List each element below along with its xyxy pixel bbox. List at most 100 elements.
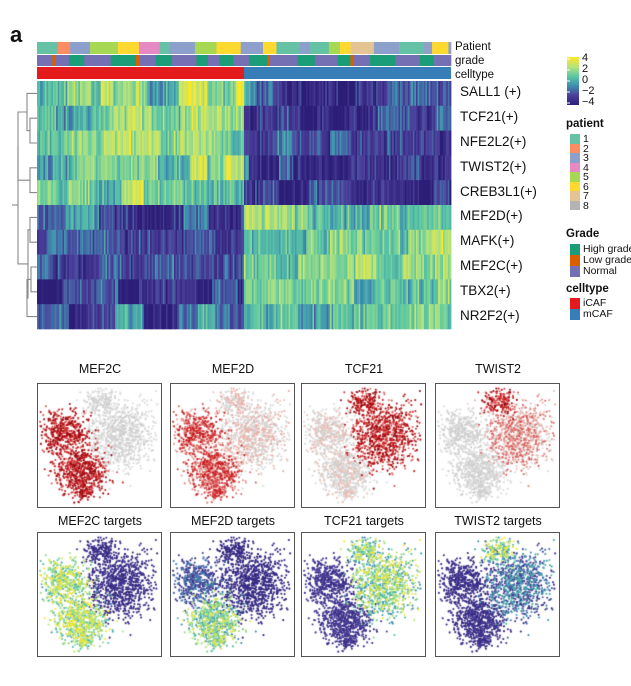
heatmap-cell [102,81,105,107]
heatmap-cell [271,180,274,206]
heatmap-cell [342,155,345,181]
heatmap-cell [353,180,356,206]
heatmap-cell [126,304,129,330]
heatmap-cell [240,105,243,131]
heatmap-cell [173,304,176,330]
tsne-scatter-points [436,384,558,506]
heatmap-cell [164,205,167,231]
heatmap-cell [207,279,210,305]
tsne-scatter-points [302,533,424,655]
heatmap-cell [304,279,307,305]
heatmap-cell [122,279,125,305]
heatmap-cell [390,130,393,156]
heatmap-cell [247,105,250,131]
heatmap-cell [64,130,67,156]
heatmap-cell [360,180,363,206]
heatmap-cell [302,180,305,206]
heatmap-cell [372,130,375,156]
heatmap-cell [56,304,59,330]
heatmap-cell [310,304,313,330]
legend-title-grade: Grade [566,228,600,240]
heatmap-cell [245,81,248,107]
heatmap-cell [181,105,184,131]
heatmap-cell [286,81,289,107]
tsne-scatter-points [171,533,293,655]
heatmap-cell [322,105,325,131]
heatmap-cell [398,81,401,107]
row-label: NR2F2(+) [460,307,520,323]
heatmap-cell [279,254,282,280]
heatmap-cell [177,155,180,181]
heatmap-cell [409,81,412,107]
heatmap-cell [151,279,154,305]
heatmap-cell [183,254,186,280]
heatmap-cell [221,229,224,255]
heatmap-cell [314,105,317,131]
heatmap-cell [283,130,286,156]
heatmap-cell [244,105,246,131]
heatmap-cell [306,279,309,305]
heatmap-cell [341,254,344,280]
heatmap-cell [130,130,133,156]
heatmap-cell [73,180,76,206]
heatmap-cell [129,130,132,156]
heatmap-cell [103,180,106,206]
heatmap-cell [143,105,146,131]
heatmap-cell [353,105,356,131]
heatmap-cell [245,180,248,206]
heatmap-cell [183,229,186,255]
heatmap-cell [191,254,194,280]
heatmap-cell [205,254,208,280]
heatmap-cell [199,304,202,330]
heatmap-cell [294,105,297,131]
heatmap-cell [201,304,203,330]
heatmap-cell [264,205,267,231]
heatmap-cell [170,180,173,206]
heatmap-cell [415,81,418,107]
heatmap-cell [301,180,304,206]
heatmap-cell [353,254,356,280]
heatmap-cell [208,180,211,206]
heatmap-cell [156,205,159,231]
heatmap-cell [317,229,320,255]
heatmap-cell [89,205,92,231]
heatmap-cell [140,130,143,156]
heatmap-cell [377,254,380,280]
heatmap-cell [331,180,334,206]
heatmap-cell [441,105,444,131]
heatmap-cell [374,105,377,131]
heatmap-cell [205,180,208,206]
heatmap-cell [398,205,401,231]
heatmap-cell [228,155,231,181]
heatmap-cell [379,229,382,255]
heatmap-cell [127,304,130,330]
heatmap-cell [65,205,68,231]
heatmap-cell [239,81,242,107]
heatmap-cell [161,205,164,231]
heatmap-cell [363,205,366,231]
heatmap-cell [277,180,280,206]
heatmap-cell [318,155,321,181]
heatmap-cell [307,205,310,231]
heatmap-cell [264,254,267,280]
heatmap-cell [43,229,46,255]
heatmap-cell [285,205,288,231]
heatmap-cell [92,254,95,280]
heatmap-cell [333,254,336,280]
heatmap-cell [427,155,430,181]
heatmap-cell [40,205,43,231]
tsne-panel-title: MEF2D targets [190,514,276,528]
heatmap-cell [374,254,377,280]
heatmap-cell [137,81,140,107]
heatmap-cell [134,130,137,156]
heatmap-cell [113,155,116,181]
patient-annotation-cell [299,42,311,54]
patient-annotation-cell [310,42,330,54]
heatmap-cell [41,105,44,131]
heatmap-cell [161,155,164,181]
heatmap-cell [419,81,422,107]
heatmap-cell [223,205,226,231]
heatmap-cell [173,279,176,305]
heatmap-cell [291,205,294,231]
heatmap-cell [170,130,173,156]
